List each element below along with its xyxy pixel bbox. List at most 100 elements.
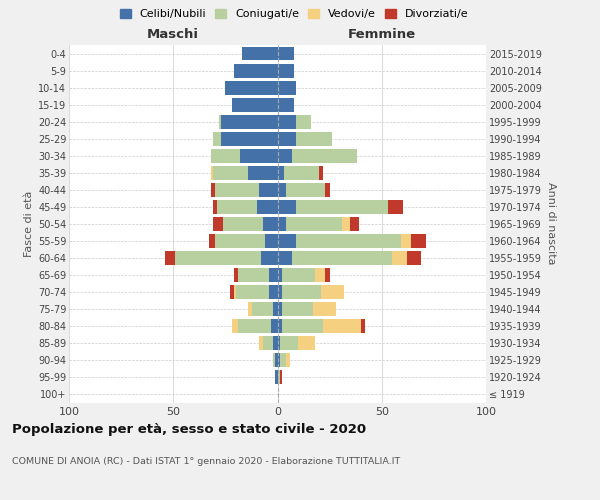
Bar	[236, 285, 269, 299]
Bar	[284, 166, 319, 179]
Bar	[277, 166, 284, 179]
Bar	[263, 217, 277, 230]
Bar	[253, 302, 274, 316]
Text: Femmine: Femmine	[347, 28, 416, 42]
Bar	[277, 370, 280, 384]
Bar	[281, 319, 323, 333]
Bar	[230, 285, 234, 299]
Bar	[277, 217, 286, 230]
Bar	[277, 80, 296, 94]
Bar	[226, 80, 277, 94]
Bar	[277, 353, 280, 367]
Bar	[274, 302, 277, 316]
Bar	[261, 251, 277, 265]
Bar	[281, 268, 315, 282]
Bar	[296, 234, 401, 248]
Bar	[238, 268, 269, 282]
Bar	[269, 268, 277, 282]
Bar	[259, 336, 263, 350]
Bar	[277, 46, 294, 60]
Bar	[221, 114, 277, 128]
Bar	[277, 336, 280, 350]
Bar	[234, 268, 238, 282]
Bar	[277, 285, 281, 299]
Bar	[319, 166, 323, 179]
Bar	[175, 251, 261, 265]
Bar	[217, 200, 257, 213]
Bar	[211, 182, 215, 196]
Bar	[234, 64, 277, 78]
Bar	[350, 217, 359, 230]
Bar	[275, 370, 277, 384]
Text: COMUNE DI ANOIA (RC) - Dati ISTAT 1° gennaio 2020 - Elaborazione TUTTITALIA.IT: COMUNE DI ANOIA (RC) - Dati ISTAT 1° gen…	[12, 458, 400, 466]
Bar	[277, 319, 281, 333]
Bar	[277, 268, 281, 282]
Text: Maschi: Maschi	[147, 28, 199, 42]
Bar	[213, 200, 217, 213]
Bar	[325, 268, 329, 282]
Bar	[277, 182, 286, 196]
Bar	[275, 353, 277, 367]
Bar	[213, 166, 248, 179]
Bar	[277, 234, 296, 248]
Bar	[232, 98, 277, 112]
Bar	[165, 251, 175, 265]
Bar	[277, 148, 292, 162]
Bar	[277, 114, 296, 128]
Bar	[211, 148, 240, 162]
Bar	[209, 234, 215, 248]
Bar	[274, 336, 277, 350]
Bar	[277, 98, 294, 112]
Bar	[325, 182, 329, 196]
Bar	[215, 234, 265, 248]
Bar	[242, 46, 277, 60]
Bar	[313, 302, 336, 316]
Bar	[392, 251, 407, 265]
Bar	[213, 132, 221, 145]
Bar	[296, 132, 332, 145]
Bar	[238, 319, 271, 333]
Bar	[248, 166, 277, 179]
Bar	[280, 353, 286, 367]
Bar	[361, 319, 365, 333]
Bar	[263, 336, 274, 350]
Bar	[265, 234, 277, 248]
Bar	[257, 200, 277, 213]
Bar	[234, 285, 236, 299]
Bar	[286, 353, 290, 367]
Bar	[292, 251, 392, 265]
Bar	[232, 319, 238, 333]
Bar	[296, 200, 388, 213]
Bar	[240, 148, 277, 162]
Bar	[296, 114, 311, 128]
Bar	[281, 285, 321, 299]
Bar	[342, 217, 350, 230]
Bar	[221, 132, 277, 145]
Bar	[280, 370, 281, 384]
Y-axis label: Anni di nascita: Anni di nascita	[545, 182, 556, 265]
Bar	[277, 132, 296, 145]
Bar	[277, 64, 294, 78]
Bar	[286, 182, 325, 196]
Bar	[277, 302, 281, 316]
Bar	[315, 268, 325, 282]
Text: Popolazione per età, sesso e stato civile - 2020: Popolazione per età, sesso e stato civil…	[12, 422, 366, 436]
Bar	[407, 251, 421, 265]
Bar	[286, 217, 342, 230]
Bar	[411, 234, 425, 248]
Bar	[213, 217, 223, 230]
Bar	[388, 200, 403, 213]
Legend: Celibi/Nubili, Coniugati/e, Vedovi/e, Divorziati/e: Celibi/Nubili, Coniugati/e, Vedovi/e, Di…	[116, 6, 472, 22]
Bar	[323, 319, 361, 333]
Bar	[248, 302, 253, 316]
Bar	[280, 336, 298, 350]
Bar	[281, 302, 313, 316]
Bar	[215, 182, 259, 196]
Bar	[277, 200, 296, 213]
Bar	[277, 251, 292, 265]
Bar	[321, 285, 344, 299]
Bar	[223, 217, 263, 230]
Bar	[211, 166, 213, 179]
Bar	[298, 336, 315, 350]
Bar	[274, 353, 275, 367]
